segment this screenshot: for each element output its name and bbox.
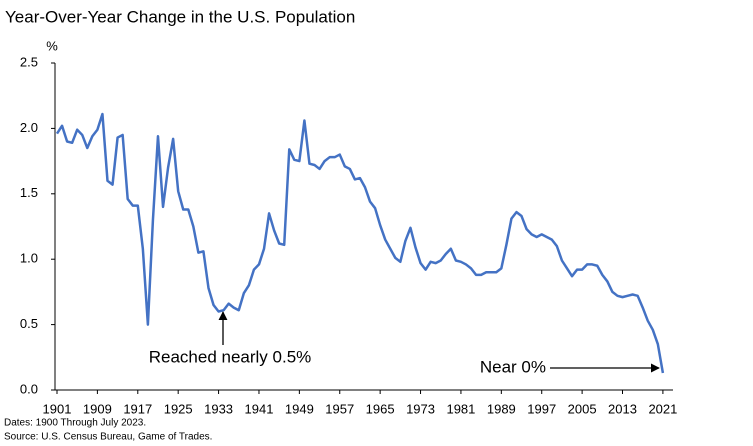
x-tick-label: 2005 [568,401,597,416]
x-tick-label: 1997 [527,401,556,416]
y-tick-label: 2.0 [20,120,38,135]
x-tick-label: 1965 [366,401,395,416]
x-tick-label: 1933 [204,401,233,416]
x-tick-label: 1925 [164,401,193,416]
y-tick-label: 1.0 [20,251,38,266]
y-axis-label: % [46,38,58,53]
data-line [55,112,665,374]
x-tick-label: 1981 [446,401,475,416]
annotation: Near 0% [480,357,546,376]
y-tick-label: 0.0 [20,381,38,396]
y-tick-label: 2.5 [20,54,38,69]
footnote: Source: U.S. Census Bureau, Game of Trad… [4,432,212,443]
x-tick-label: 1989 [487,401,516,416]
x-tick-label: 2021 [648,401,677,416]
x-tick-label: 1909 [83,401,112,416]
x-tick-label: 1949 [285,401,314,416]
x-tick-label: 1941 [245,401,274,416]
chart-title: Year-Over-Year Change in the U.S. Popula… [5,7,355,26]
x-tick-label: 1917 [123,401,152,416]
footnote: Dates: 1900 Through July 2023. [4,418,146,429]
x-tick-label: 1901 [43,401,72,416]
annotation: Reached nearly 0.5% [149,347,312,366]
x-tick-label: 2013 [608,401,637,416]
y-tick-label: 0.5 [20,316,38,331]
x-tick-label: 1957 [325,401,354,416]
x-tick-label: 1973 [406,401,435,416]
y-tick-label: 1.5 [20,185,38,200]
